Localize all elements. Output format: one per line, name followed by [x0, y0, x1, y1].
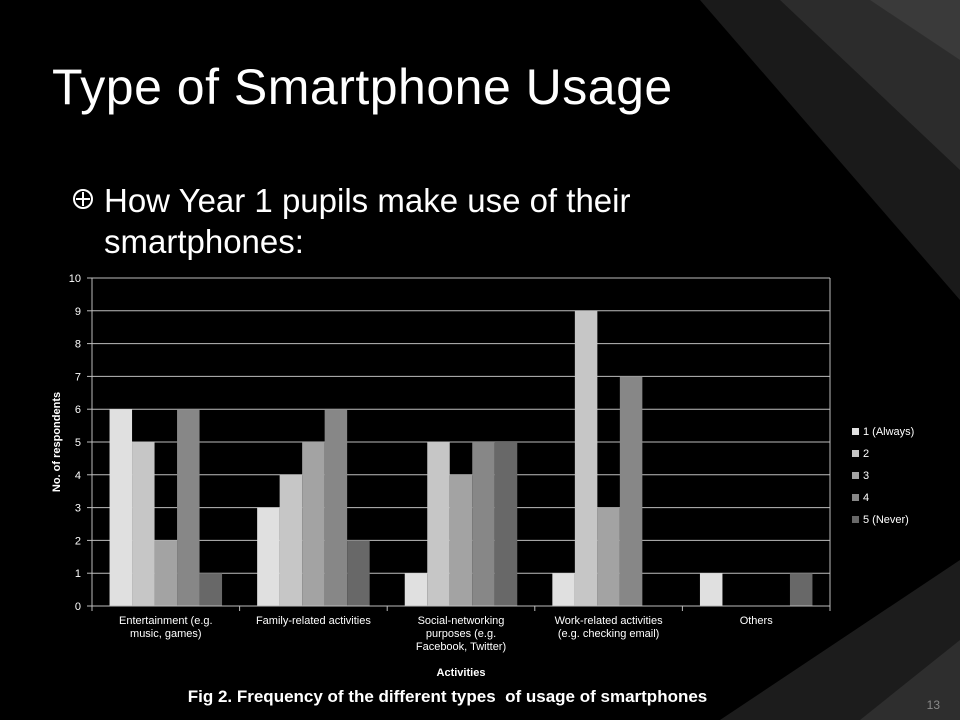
- legend-swatch: [852, 450, 859, 457]
- figure-caption: Fig 2. Frequency of the different types …: [187, 687, 708, 706]
- y-tick-label: 3: [75, 503, 81, 515]
- x-tick-label: Others: [740, 615, 774, 627]
- slide-title: Type of Smartphone Usage: [52, 59, 673, 115]
- bars: [109, 310, 813, 606]
- x-tick-label: Work-related activities (e.g. checking em…: [555, 615, 663, 640]
- bar: [257, 507, 280, 606]
- legend-entry: 5 (Never): [863, 514, 909, 526]
- legend-entry: 1 (Always): [863, 426, 914, 438]
- bar: [574, 310, 598, 606]
- y-tick-label: 7: [75, 371, 81, 383]
- bar: [154, 540, 178, 606]
- bar: [404, 573, 428, 606]
- x-axis-label: Activities: [437, 667, 486, 679]
- legend-swatch: [852, 428, 859, 435]
- y-axis-label: No. of respondents: [51, 392, 63, 492]
- y-tick-label: 5: [75, 437, 81, 449]
- bar: [177, 409, 200, 606]
- bar: [427, 442, 450, 606]
- bar: [619, 376, 643, 606]
- bullet-text: How Year 1 pupils make use of their smar…: [104, 182, 631, 260]
- y-tick-label: 10: [69, 273, 81, 285]
- legend-swatch: [852, 516, 859, 523]
- circle-cross-icon: [73, 189, 93, 209]
- y-tick-label: 2: [75, 535, 81, 547]
- bar: [597, 507, 620, 606]
- bar: [449, 474, 473, 606]
- bar: [494, 442, 518, 606]
- x-tick-label: Social-networking purposes (e.g. Facebook,…: [416, 615, 506, 653]
- y-tick-label: 1: [75, 568, 81, 580]
- y-tick-label: 8: [75, 339, 81, 351]
- bar: [132, 442, 155, 606]
- slide-number: 13: [926, 698, 940, 712]
- y-tick-label: 9: [75, 306, 81, 318]
- bar: [324, 409, 348, 606]
- legend-swatch: [852, 472, 859, 479]
- bar: [552, 573, 575, 606]
- bar: [109, 409, 133, 606]
- y-tick-label: 0: [75, 601, 81, 613]
- legend-swatch: [852, 494, 859, 501]
- legend-entry: 3: [863, 470, 869, 482]
- legend: 1 (Always) 2 3 4 5 (Never): [852, 426, 914, 526]
- x-tick-label: Entertainment (e.g. music, games): [119, 615, 213, 640]
- bar: [472, 442, 495, 606]
- axes: 0 1 2 3 4 5 6 7 8 9 10 Entertainment (e.g. music, ga…: [69, 273, 831, 653]
- x-tick-label: Family-related activities: [256, 615, 371, 627]
- bar: [199, 573, 223, 606]
- bar: [302, 442, 325, 606]
- y-tick-label: 6: [75, 404, 81, 416]
- bar: [699, 573, 723, 606]
- bar: [347, 540, 370, 606]
- legend-entry: 4: [863, 492, 869, 504]
- bar: [789, 573, 813, 606]
- legend-entry: 2: [863, 448, 869, 460]
- y-tick-label: 4: [75, 470, 81, 482]
- bar: [279, 474, 303, 606]
